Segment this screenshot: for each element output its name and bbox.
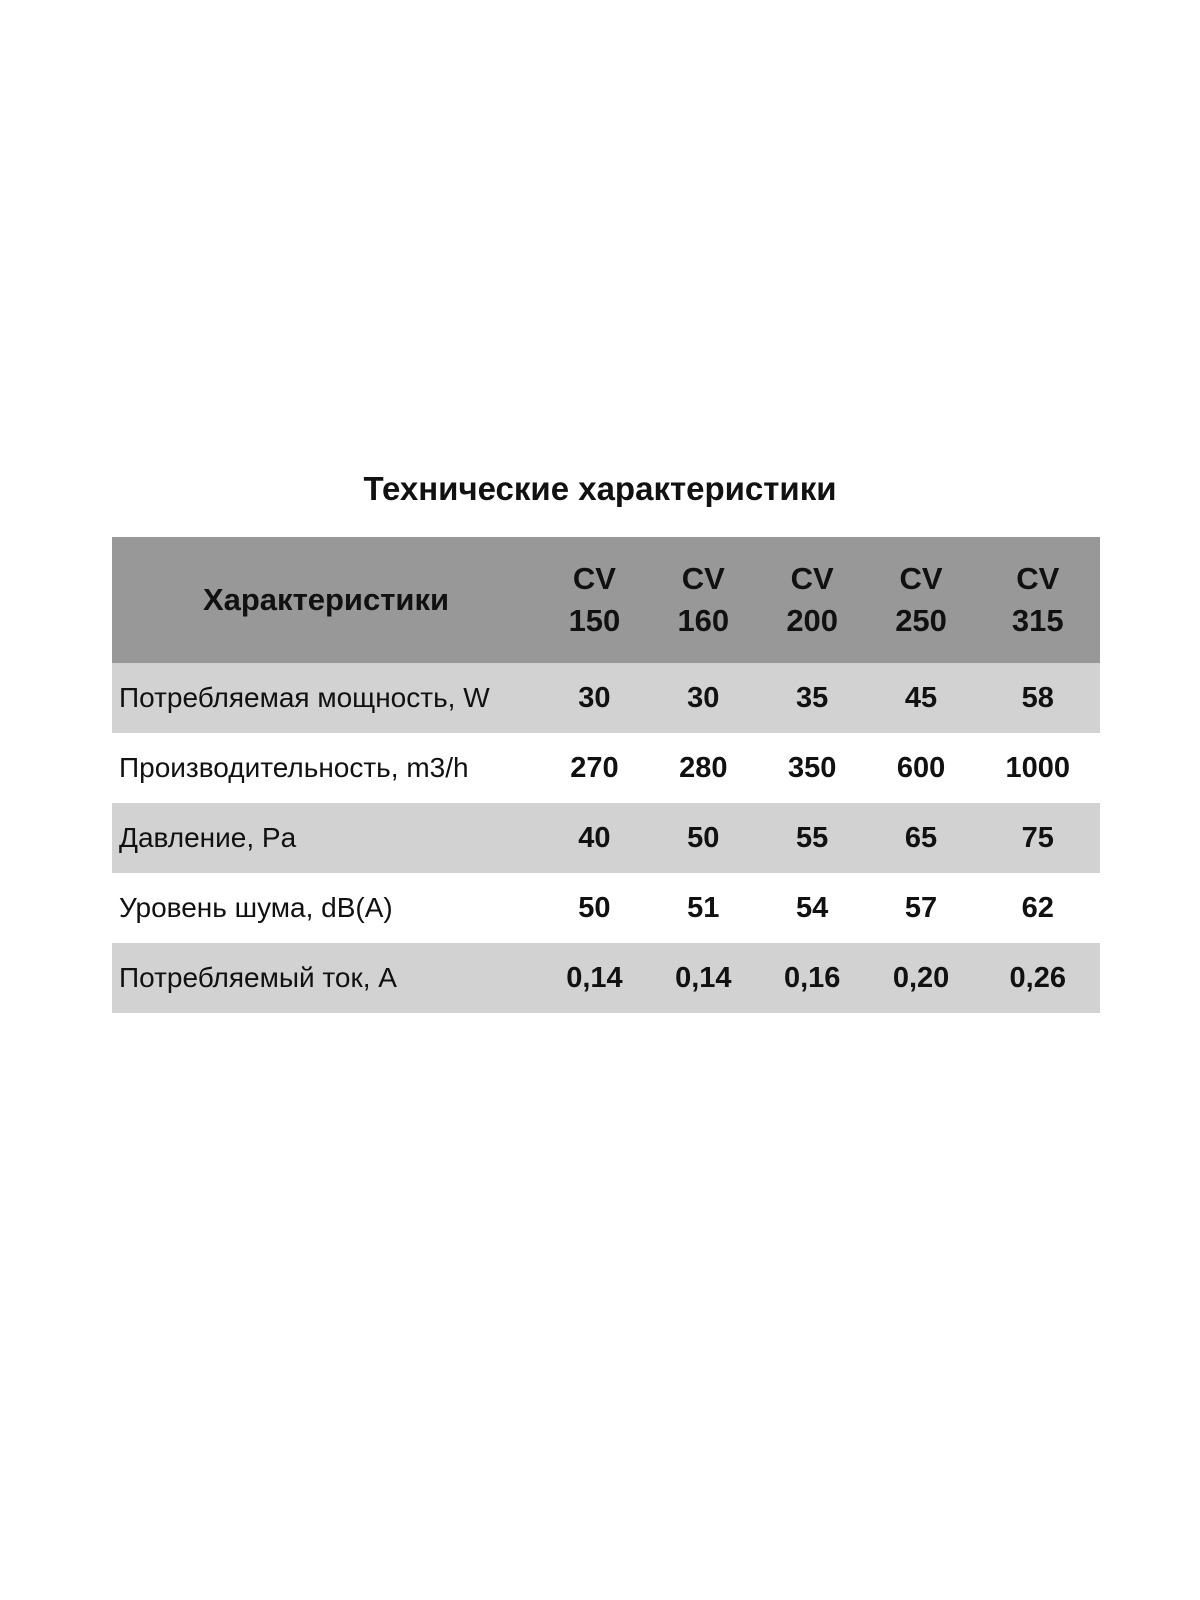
cell-value: 270 bbox=[570, 751, 619, 784]
row-label: Давление, Pa bbox=[119, 822, 297, 853]
cell-value: 40 bbox=[578, 821, 611, 854]
model-line2: 150 bbox=[568, 603, 621, 638]
cell-value: 0,14 bbox=[675, 961, 732, 994]
cell-value: 50 bbox=[687, 821, 720, 854]
model-header: CV 250 bbox=[867, 537, 976, 663]
cell-value: 58 bbox=[1021, 681, 1054, 714]
model-header: CV 315 bbox=[976, 537, 1101, 663]
row-label: Потребляемая мощность, W bbox=[119, 682, 490, 713]
cell-value: 45 bbox=[904, 681, 938, 714]
cell-value: 75 bbox=[1021, 821, 1054, 854]
model-line2: 200 bbox=[786, 603, 839, 638]
model-line2: 315 bbox=[1011, 603, 1064, 638]
cell-value: 62 bbox=[1021, 891, 1054, 924]
model-line1: CV bbox=[681, 561, 725, 596]
cell-value: 0,16 bbox=[783, 961, 841, 994]
cell-value: 30 bbox=[687, 681, 720, 714]
cell-value: 65 bbox=[904, 821, 938, 854]
model-line1: CV bbox=[1016, 561, 1060, 596]
page-title: Технические характеристики bbox=[363, 470, 837, 507]
cell-value: 54 bbox=[796, 891, 829, 924]
model-line1: CV bbox=[899, 561, 943, 596]
model-header: CV 150 bbox=[540, 537, 649, 663]
model-header: CV 160 bbox=[649, 537, 758, 663]
table-row: Уровень шума, dB(A) 50 51 54 57 62 bbox=[112, 873, 1100, 943]
model-line2: 250 bbox=[895, 603, 947, 638]
row-label: Уровень шума, dB(A) bbox=[119, 892, 393, 923]
cell-value: 30 bbox=[578, 681, 611, 714]
table-row: Потребляемая мощность, W 30 30 35 45 58 bbox=[112, 663, 1100, 733]
cell-value: 51 bbox=[687, 891, 720, 924]
cell-value: 0,14 bbox=[566, 961, 623, 994]
header-row: Характеристики CV 150 CV 160 CV 200 CV 250 C… bbox=[112, 537, 1100, 663]
model-line2: 160 bbox=[677, 603, 730, 638]
cell-value: 35 bbox=[796, 681, 829, 714]
cell-value: 50 bbox=[578, 891, 611, 924]
specs-table: Характеристики CV 150 CV 160 CV 200 CV 250 C… bbox=[112, 537, 1100, 1013]
row-label: Потребляемый ток, A bbox=[119, 962, 397, 993]
model-line1: CV bbox=[790, 561, 834, 596]
header-label: Характеристики bbox=[202, 582, 450, 617]
cell-value: 55 bbox=[796, 821, 829, 854]
table-row: Производительность, m3/h 270 280 350 600 1000 bbox=[112, 733, 1100, 803]
cell-value: 350 bbox=[787, 751, 837, 784]
row-label: Производительность, m3/h bbox=[119, 752, 469, 783]
cell-value: 0,26 bbox=[1009, 961, 1066, 994]
cell-value: 600 bbox=[896, 751, 946, 784]
model-header: CV 200 bbox=[758, 537, 867, 663]
cell-value: 0,20 bbox=[892, 961, 950, 994]
cell-value: 280 bbox=[679, 751, 728, 784]
model-line1: CV bbox=[572, 561, 616, 596]
table-row: Давление, Pa 40 50 55 65 75 bbox=[112, 803, 1100, 873]
cell-value: 57 bbox=[904, 891, 938, 924]
cell-value: 1000 bbox=[1005, 751, 1070, 784]
table-row: Потребляемый ток, A 0,14 0,14 0,16 0,20 0,26 bbox=[112, 943, 1100, 1013]
